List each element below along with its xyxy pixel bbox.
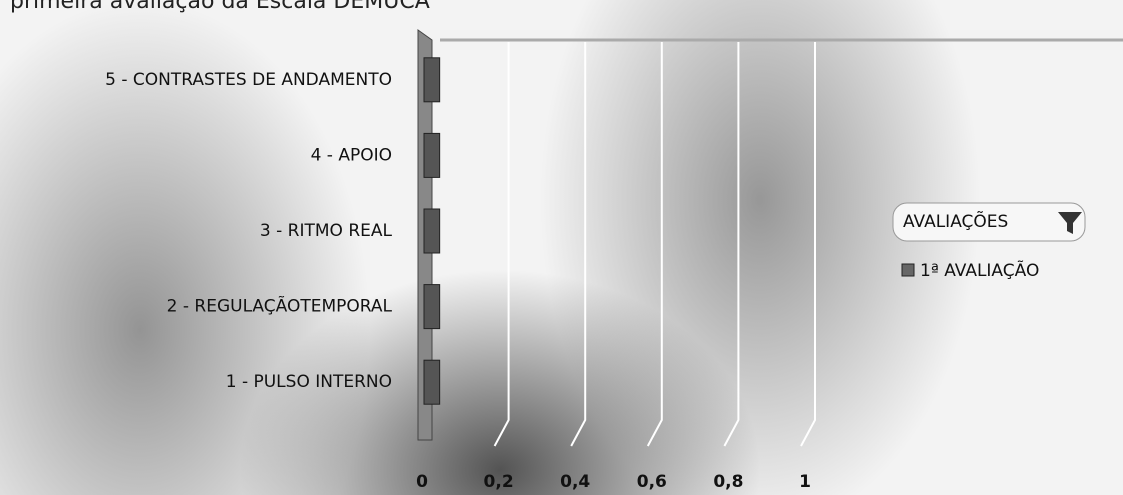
- bar: [424, 133, 440, 177]
- filter-label[interactable]: AVALIAÇÕES: [903, 210, 1008, 232]
- screenshot: primeira avaliação da Escala DEMUCA AVAL…: [0, 0, 1123, 495]
- x-tick-label: 0,4: [560, 472, 590, 492]
- y-tick-label: 5 - CONTRASTES DE ANDAMENTO: [105, 70, 392, 90]
- y-tick-label: 1 - PULSO INTERNO: [226, 372, 392, 392]
- chart: primeira avaliação da Escala DEMUCA AVAL…: [0, 0, 1123, 495]
- grid-line: [724, 42, 738, 446]
- y-tick-label: 3 - RITMO REAL: [260, 221, 393, 241]
- legend-entry: 1ª AVALIAÇÃO: [920, 259, 1039, 281]
- x-tick-label: 0,8: [713, 472, 743, 492]
- grid-line: [648, 42, 662, 446]
- x-tick-label: 0: [416, 472, 428, 492]
- grid-line: [801, 42, 815, 446]
- bar: [424, 360, 440, 404]
- x-tick-label: 0,2: [484, 472, 514, 492]
- grid-line: [495, 42, 509, 446]
- chart-title: primeira avaliação da Escala DEMUCA: [10, 0, 430, 14]
- y-tick-label: 2 - REGULAÇÃOTEMPORAL: [167, 295, 393, 317]
- x-tick-label: 0,6: [637, 472, 667, 492]
- bar: [424, 58, 440, 102]
- bar: [424, 285, 440, 329]
- y-tick-label: 4 - APOIO: [311, 145, 392, 165]
- bar: [424, 209, 440, 253]
- x-tick-label: 1: [799, 472, 811, 492]
- legend-swatch: [902, 264, 914, 276]
- grid-line: [571, 42, 585, 446]
